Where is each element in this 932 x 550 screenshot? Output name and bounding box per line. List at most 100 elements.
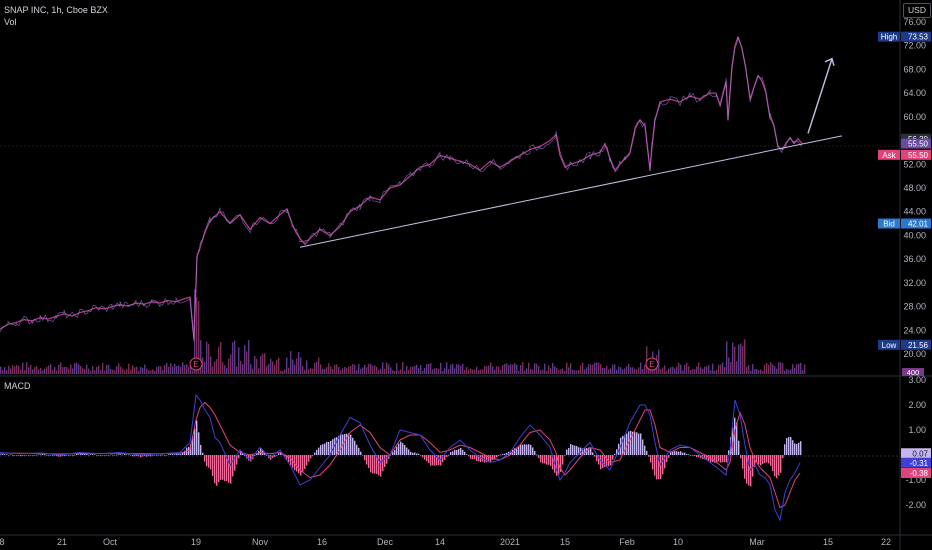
volume-bar [412,366,414,374]
macd-histogram-bar [526,444,528,455]
volume-bar [536,363,538,374]
macd-histogram-bar [612,455,614,460]
volume-bar [602,367,604,374]
volume-bar [90,370,92,374]
macd-histogram-bar [336,437,338,455]
volume-bar [784,370,786,374]
volume-bar [796,364,798,374]
volume-bar [478,370,480,374]
currency-label[interactable]: USD [903,3,931,18]
volume-bar [80,366,82,374]
volume-bar [296,358,298,374]
volume-bar [732,342,734,374]
volume-bar [110,368,112,374]
macd-indicator-label[interactable]: MACD [4,381,31,391]
volume-bar [318,357,320,374]
symbol-title[interactable]: SNAP INC, 1h, Cboe BZX [4,5,108,15]
macd-histogram-bar [78,454,80,455]
volume-bar [592,364,594,374]
volume-bar [406,365,408,374]
volume-bar [696,366,698,374]
volume-bar [392,370,394,374]
volume-bar [256,358,258,374]
badge-value-bg [901,31,931,42]
badge-label: High [881,33,897,42]
volume-bar [252,368,254,374]
macd-histogram-bar [370,455,372,473]
volume-bar [578,369,580,374]
macd-histogram-bar [470,455,472,460]
macd-histogram-bar [416,453,418,455]
earnings-marker-label: E [649,360,654,369]
macd-histogram-bar [58,455,60,457]
volume-bar [532,369,534,374]
macd-histogram-bar [654,455,656,476]
volume-axis-label: 400 [907,368,920,377]
macd-histogram-bar [410,451,412,455]
volume-bar [278,357,280,374]
macd-histogram-bar [94,454,96,455]
volume-bar [476,366,478,374]
macd-histogram-bar [668,455,670,458]
time-tick-label: 15 [823,537,833,547]
volume-bar [490,362,492,374]
volume-bar [190,363,192,374]
time-tick-label: 22 [881,537,891,547]
time-axis[interactable]: 8 21 Oct 19 Nov 16 Dec 14 2021 15 Feb 10 Mar 15 22 [0,537,891,547]
volume-bar [464,369,466,374]
macd-badge-bg [901,457,931,468]
volume-bar [566,362,568,374]
volume-indicator-label[interactable]: Vol [4,17,17,27]
time-tick-label: Dec [377,537,394,547]
macd-histogram-bar [146,455,148,457]
macd-histogram-bar [312,455,314,456]
volume-bar [516,364,518,374]
macd-histogram-bar [726,455,728,463]
price-pane[interactable] [0,0,900,374]
volume-bar [630,367,632,374]
volume-bar [640,362,642,374]
macd-histogram-bar [26,455,28,456]
macd-histogram-bar [232,455,234,477]
macd-histogram-bar [780,455,782,473]
volume-bar [398,370,400,374]
macd-histogram-bar [346,433,348,455]
macd-histogram-bar [384,455,386,468]
volume-bar [436,367,438,374]
macd-axis[interactable]: 3.00 2.00 1.00 -1.00 -2.00 [905,375,926,510]
macd-histogram-bar [274,455,276,457]
volume-bar [568,367,570,374]
volume-bar [482,369,484,374]
volume-bar [122,368,124,374]
volume-bar [226,368,228,374]
macd-histogram-bar [768,455,770,464]
macd-histogram-bar [464,451,466,455]
volume-bar [212,366,214,374]
macd-histogram-bar [604,455,606,467]
macd-histogram-bar [106,454,108,456]
macd-histogram-bar [440,455,442,466]
macd-histogram-bar [650,455,652,463]
volume-bar [216,359,218,374]
volume-bar [374,365,376,374]
volume-bar [456,364,458,374]
volume-bar [644,364,646,374]
volume-bar [158,366,160,374]
volume-bar [570,363,572,374]
macd-histogram-bar [40,454,42,456]
volume-bar [248,340,250,374]
volume-bar [220,341,222,374]
volume-bar [572,369,574,374]
price-tick-label: 20.00 [903,349,926,359]
price-candles [0,36,803,342]
macd-histogram-bar [800,441,802,455]
volume-bar [786,368,788,374]
price-axis[interactable]: 76.0072.0068.0064.0060.0056.0052.0048.00… [902,17,926,377]
axis-badges: High73.5356.3055.50Ask55.50Bid42.01Low21… [878,31,931,478]
macd-histogram-bar [316,449,318,455]
volume-bar [802,370,804,374]
volume-bar [214,361,216,374]
volume-bar [778,362,780,374]
macd-histogram-bar [732,427,734,455]
